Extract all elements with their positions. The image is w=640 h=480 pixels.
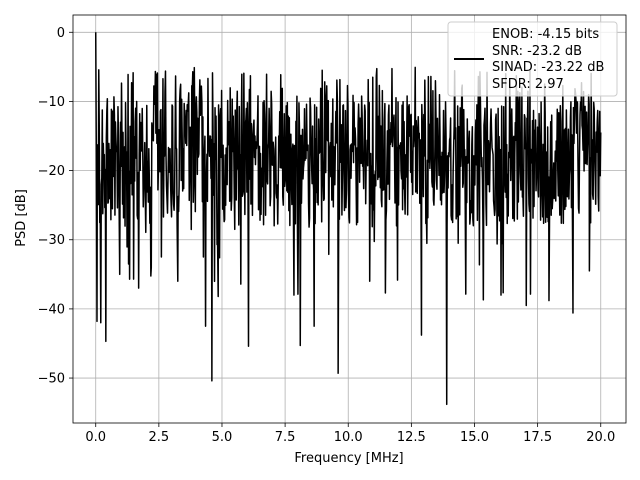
legend-entry-sinad: SINAD: -23.22 dB	[492, 60, 604, 75]
y-tick-label: −20	[38, 164, 65, 179]
x-tick-label: 12.5	[397, 430, 426, 445]
x-tick-label: 10.0	[334, 430, 363, 445]
x-tick-label: 0.0	[85, 430, 106, 445]
x-tick-label: 17.5	[523, 430, 552, 445]
plot-frame	[72, 14, 627, 424]
x-tick-label: 5.0	[212, 430, 233, 445]
legend-entry-snr: SNR: -23.2 dB	[492, 44, 582, 59]
y-tick-label: −10	[38, 95, 65, 110]
legend-entry-enob: ENOB: -4.15 bits	[492, 27, 599, 42]
x-tick-label: 15.0	[460, 430, 489, 445]
x-tick-label: 2.5	[149, 430, 170, 445]
x-ticks: 0.0 2.5 5.0 7.5 10.0 12.5 15.0 17.5 20.0	[85, 423, 615, 445]
y-tick-label: −40	[38, 302, 65, 317]
x-tick-label: 20.0	[586, 430, 615, 445]
y-axis-label: PSD [dB]	[14, 189, 29, 247]
y-tick-label: −50	[38, 372, 65, 387]
legend-box	[447, 21, 618, 97]
y-tick-label: 0	[57, 26, 65, 41]
psd-series	[94, 32, 602, 406]
legend-entry-sfdr: SFDR: 2.97	[492, 77, 564, 92]
legend: ENOB: -4.15 bits SNR: -23.2 dB SINAD: -2…	[447, 21, 618, 97]
x-tick-label: 7.5	[275, 430, 296, 445]
y-tick-label: −30	[38, 233, 65, 248]
x-axis-label: Frequency [MHz]	[294, 451, 403, 466]
psd-line	[94, 32, 602, 406]
y-ticks: 0 −10 −20 −30 −40 −50	[38, 26, 73, 387]
